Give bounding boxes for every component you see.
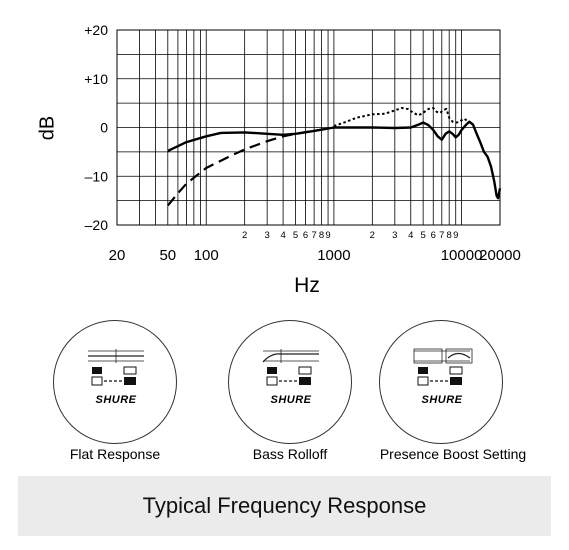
y-tick-label: 0	[100, 120, 108, 136]
x-tick-label: 20	[109, 247, 126, 264]
x-tick-label: 1000	[317, 247, 350, 264]
icon-switch	[267, 367, 277, 374]
icon-switch	[124, 377, 136, 385]
y-axis-label: dB	[36, 116, 58, 140]
x-minor-tick-label: 5	[293, 230, 298, 241]
shure-logo: SHURE	[421, 394, 462, 406]
x-minor-tick-label: 7	[311, 230, 316, 241]
x-minor-tick-label: 9	[325, 230, 330, 241]
x-tick-label: 10000	[441, 247, 483, 264]
x-minor-tick-label: 8	[447, 230, 452, 241]
shure-logo: SHURE	[95, 394, 136, 406]
caption-presence-boost: Presence Boost Setting	[379, 446, 527, 462]
x-minor-tick-label: 4	[280, 230, 285, 241]
x-axis-label: Hz	[294, 274, 320, 297]
setting-dial-presence: SHURE	[379, 320, 503, 444]
x-minor-tick-label: 9	[453, 230, 458, 241]
setting-dial-rolloff: SHURE	[228, 320, 352, 444]
x-minor-tick-label: 3	[264, 230, 269, 241]
setting-dial-flat: SHURE	[53, 320, 177, 444]
x-minor-tick-label: 6	[431, 230, 436, 241]
chart-curves	[166, 107, 502, 207]
icon-box	[413, 348, 443, 364]
icon-switch	[298, 366, 312, 375]
caption-bass-rolloff: Bass Rolloff	[252, 446, 328, 462]
y-tick-label: +20	[84, 22, 108, 38]
flat-response-icon: SHURE	[88, 349, 144, 406]
plot-frame	[116, 29, 501, 226]
shure-logo: SHURE	[270, 394, 311, 406]
response-curve-dashed	[166, 126, 335, 207]
x-minor-tick-label: 8	[319, 230, 324, 241]
y-tick-label: +10	[84, 71, 108, 87]
x-tick-label: 20000	[479, 247, 521, 264]
x-minor-tick-label: 2	[370, 230, 375, 241]
response-curve-dotted	[333, 107, 474, 127]
icon-switch	[418, 367, 428, 374]
x-minor-tick-label: 7	[439, 230, 444, 241]
icon-switch	[449, 366, 463, 375]
icon-switch	[92, 367, 102, 374]
x-minor-tick-label: 5	[420, 230, 425, 241]
icon-switch	[299, 377, 311, 385]
x-minor-tick-label: 4	[408, 230, 413, 241]
bass-rolloff-icon: SHURE	[262, 349, 319, 406]
icon-curve	[447, 352, 471, 359]
x-minor-tick-label: 2	[242, 230, 247, 241]
footer-banner: Typical Frequency Response	[18, 476, 551, 536]
icon-switch	[266, 376, 278, 386]
icon-switch	[450, 377, 462, 385]
icon-box	[445, 348, 473, 364]
caption-flat-response: Flat Response	[69, 446, 161, 462]
x-tick-label: 50	[159, 247, 176, 264]
y-tick-label: –20	[85, 217, 109, 233]
response-curve-solid	[167, 120, 502, 200]
icon-switch	[91, 376, 103, 386]
chart-grid	[116, 29, 501, 226]
icon-switch	[123, 366, 137, 375]
x-minor-tick-label: 6	[303, 230, 308, 241]
x-minor-tick-label: 3	[392, 230, 397, 241]
presence-boost-icon: SHURE	[413, 348, 473, 406]
y-tick-label: –10	[85, 168, 109, 184]
footer-title: Typical Frequency Response	[142, 493, 427, 518]
icon-switch	[417, 376, 429, 386]
x-tick-label: 100	[194, 247, 219, 264]
